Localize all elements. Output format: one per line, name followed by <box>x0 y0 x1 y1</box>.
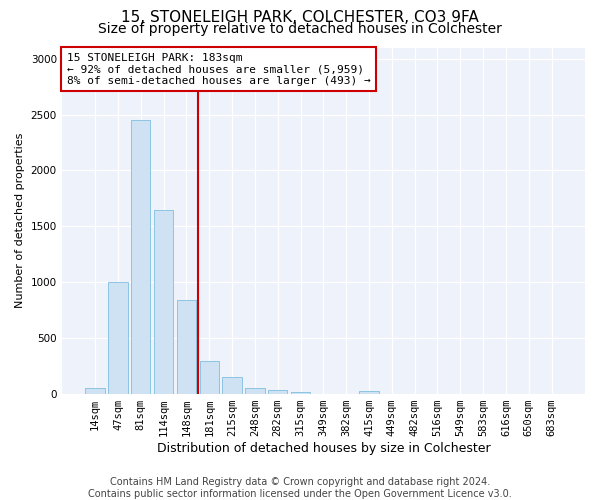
Text: Size of property relative to detached houses in Colchester: Size of property relative to detached ho… <box>98 22 502 36</box>
Bar <box>85 388 105 394</box>
Bar <box>108 282 128 394</box>
Bar <box>245 388 265 394</box>
Bar <box>359 390 379 394</box>
Bar <box>131 120 151 394</box>
Text: 15, STONELEIGH PARK, COLCHESTER, CO3 9FA: 15, STONELEIGH PARK, COLCHESTER, CO3 9FA <box>121 10 479 25</box>
Text: 15 STONELEIGH PARK: 183sqm
← 92% of detached houses are smaller (5,959)
8% of se: 15 STONELEIGH PARK: 183sqm ← 92% of deta… <box>67 52 371 86</box>
Bar <box>223 378 242 394</box>
Bar <box>268 390 287 394</box>
Bar <box>291 392 310 394</box>
X-axis label: Distribution of detached houses by size in Colchester: Distribution of detached houses by size … <box>157 442 490 455</box>
Text: Contains HM Land Registry data © Crown copyright and database right 2024.
Contai: Contains HM Land Registry data © Crown c… <box>88 478 512 499</box>
Bar <box>200 360 219 394</box>
Bar <box>177 300 196 394</box>
Bar <box>154 210 173 394</box>
Y-axis label: Number of detached properties: Number of detached properties <box>15 133 25 308</box>
